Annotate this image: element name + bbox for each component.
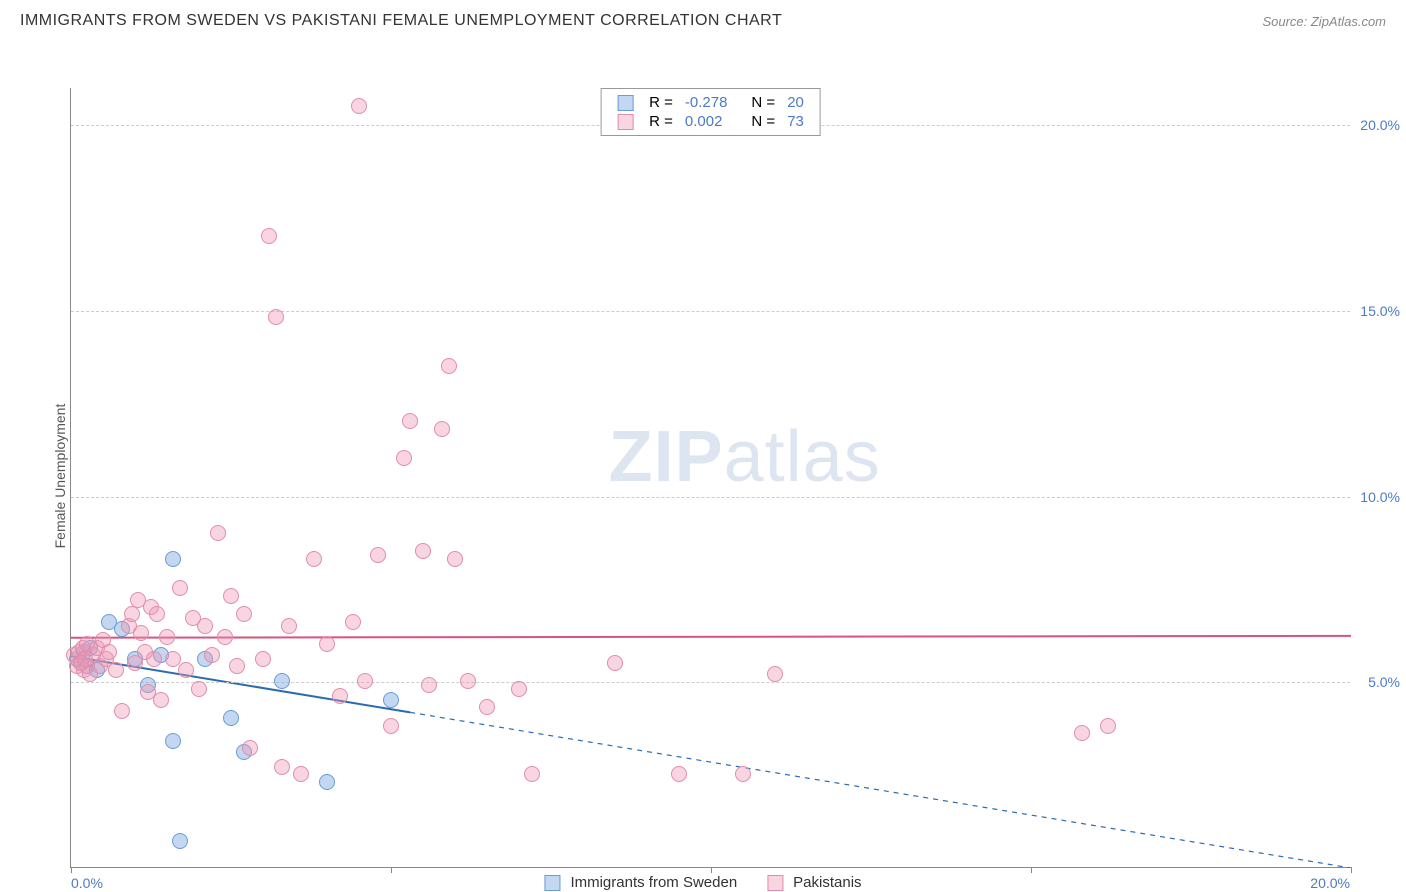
legend-n-label: N =	[745, 112, 781, 131]
x-tick	[391, 867, 392, 873]
legend-swatch	[544, 875, 560, 891]
scatter-point	[735, 766, 751, 782]
scatter-point	[124, 606, 140, 622]
y-axis-label: Female Unemployment	[52, 396, 68, 556]
scatter-point	[165, 551, 181, 567]
legend-label: Pakistanis	[793, 874, 861, 891]
legend-item: Pakistanis	[767, 874, 861, 891]
legend-r-value: 0.002	[679, 112, 734, 131]
scatter-point	[281, 618, 297, 634]
scatter-point	[319, 636, 335, 652]
scatter-point	[191, 681, 207, 697]
scatter-point	[197, 618, 213, 634]
scatter-point	[242, 740, 258, 756]
legend-n-label: N =	[745, 93, 781, 112]
scatter-point	[217, 629, 233, 645]
legend-swatch	[617, 95, 633, 111]
legend-r-value: -0.278	[679, 93, 734, 112]
scatter-point	[261, 228, 277, 244]
scatter-point	[671, 766, 687, 782]
scatter-point	[447, 551, 463, 567]
source-attribution: Source: ZipAtlas.com	[1262, 14, 1386, 29]
gridline	[71, 497, 1350, 498]
scatter-point	[383, 692, 399, 708]
chart-title: IMMIGRANTS FROM SWEDEN VS PAKISTANI FEMA…	[20, 12, 782, 30]
scatter-point	[370, 547, 386, 563]
scatter-point	[268, 309, 284, 325]
watermark: ZIPatlas	[609, 416, 881, 498]
correlation-legend: R =-0.278 N =20 R =0.002 N =73	[600, 88, 821, 136]
scatter-point	[319, 774, 335, 790]
scatter-point	[345, 614, 361, 630]
series-legend: Immigrants from Sweden Pakistanis	[544, 874, 861, 891]
scatter-point	[114, 703, 130, 719]
scatter-point	[229, 658, 245, 674]
scatter-point	[511, 681, 527, 697]
scatter-point	[415, 543, 431, 559]
scatter-point	[223, 588, 239, 604]
scatter-point	[767, 666, 783, 682]
scatter-point	[204, 647, 220, 663]
plot-area: ZIPatlas R =-0.278N =20R =0.002N =73 5.0…	[70, 88, 1350, 868]
scatter-point	[421, 677, 437, 693]
scatter-point	[332, 688, 348, 704]
scatter-point	[153, 692, 169, 708]
scatter-point	[607, 655, 623, 671]
gridline	[71, 311, 1350, 312]
scatter-point	[178, 662, 194, 678]
legend-item: Immigrants from Sweden	[544, 874, 737, 891]
scatter-point	[133, 625, 149, 641]
scatter-point	[255, 651, 271, 667]
y-tick-label: 10.0%	[1360, 489, 1400, 505]
scatter-point	[306, 551, 322, 567]
gridline	[71, 682, 1350, 683]
legend-n-value: 73	[781, 112, 810, 131]
scatter-point	[1074, 725, 1090, 741]
scatter-point	[172, 833, 188, 849]
scatter-point	[172, 580, 188, 596]
scatter-point	[434, 421, 450, 437]
scatter-point	[108, 662, 124, 678]
scatter-point	[159, 629, 175, 645]
scatter-point	[146, 651, 162, 667]
trend-line-solid	[71, 636, 1351, 638]
scatter-point	[101, 644, 117, 660]
scatter-point	[396, 450, 412, 466]
scatter-point	[524, 766, 540, 782]
scatter-point	[149, 606, 165, 622]
scatter-point	[1100, 718, 1116, 734]
x-tick	[1351, 867, 1352, 873]
x-tick	[71, 867, 72, 873]
x-tick	[711, 867, 712, 873]
scatter-point	[223, 710, 239, 726]
scatter-point	[293, 766, 309, 782]
y-tick-label: 15.0%	[1360, 303, 1400, 319]
legend-swatch	[617, 114, 633, 130]
scatter-point	[274, 759, 290, 775]
trend-lines	[71, 88, 1351, 868]
legend-r-label: R =	[643, 93, 679, 112]
legend-r-label: R =	[643, 112, 679, 131]
scatter-point	[402, 413, 418, 429]
scatter-point	[479, 699, 495, 715]
legend-swatch	[767, 875, 783, 891]
legend-label: Immigrants from Sweden	[570, 874, 737, 891]
scatter-point	[165, 733, 181, 749]
scatter-point	[210, 525, 226, 541]
y-tick-label: 20.0%	[1360, 117, 1400, 133]
scatter-point	[357, 673, 373, 689]
x-tick-label-left: 0.0%	[71, 875, 103, 891]
scatter-point	[351, 98, 367, 114]
x-tick-label-right: 20.0%	[1310, 875, 1350, 891]
y-tick-label: 5.0%	[1368, 674, 1400, 690]
scatter-point	[383, 718, 399, 734]
scatter-point	[274, 673, 290, 689]
scatter-point	[236, 606, 252, 622]
scatter-point	[441, 358, 457, 374]
scatter-point	[460, 673, 476, 689]
x-tick	[1031, 867, 1032, 873]
legend-n-value: 20	[781, 93, 810, 112]
trend-line-dashed	[410, 712, 1351, 868]
